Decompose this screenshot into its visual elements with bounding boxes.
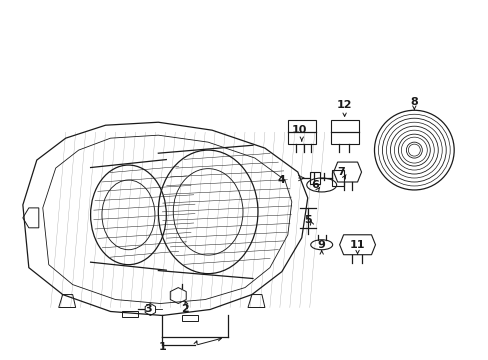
- Text: 6: 6: [310, 180, 318, 190]
- Text: 11: 11: [349, 240, 365, 250]
- Text: 4: 4: [277, 175, 285, 185]
- Text: 5: 5: [304, 215, 311, 225]
- Text: 3: 3: [144, 305, 152, 315]
- Text: 10: 10: [291, 125, 307, 135]
- Text: 9: 9: [317, 240, 325, 250]
- Text: 12: 12: [336, 100, 352, 110]
- Text: 7: 7: [337, 167, 345, 177]
- Text: 2: 2: [181, 305, 189, 315]
- Text: 1: 1: [158, 342, 166, 352]
- Text: 8: 8: [409, 97, 417, 107]
